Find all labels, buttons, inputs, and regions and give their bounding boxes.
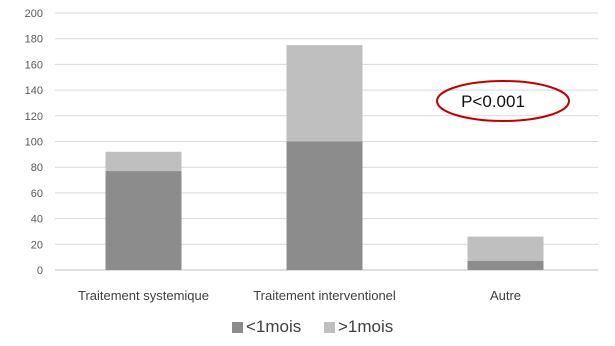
legend-label: >1mois <box>338 317 393 336</box>
x-category-label: Traitement systemique <box>78 288 209 303</box>
legend-swatch <box>324 322 335 333</box>
y-tick-label: 20 <box>31 239 43 251</box>
y-tick-label: 160 <box>25 59 43 71</box>
bar-segment-gt1mois <box>467 236 544 262</box>
annotation: P<0.001 <box>436 80 570 122</box>
y-tick-label: 60 <box>31 188 43 200</box>
annotation-ellipse <box>436 80 570 122</box>
y-axis-ticks: 0 20 40 60 80 100 120 140 160 180 200 <box>25 8 43 277</box>
x-axis-category-labels: Traitement systemique Traitement interven… <box>78 288 521 303</box>
y-tick-label: 40 <box>31 214 43 226</box>
legend: <1mois >1mois <box>232 317 393 336</box>
y-tick-label: 100 <box>25 137 43 149</box>
annotation-text: P<0.001 <box>461 92 525 111</box>
bar-segment-lt1mois <box>467 261 544 270</box>
y-tick-label: 0 <box>37 265 43 277</box>
y-tick-label: 120 <box>25 111 43 123</box>
legend-label: <1mois <box>246 317 301 336</box>
x-category-label: Traitement interventionel <box>253 288 396 303</box>
y-tick-label: 180 <box>25 34 43 46</box>
legend-swatch <box>232 322 243 333</box>
y-tick-label: 80 <box>31 162 43 174</box>
y-tick-label: 200 <box>25 8 43 20</box>
bars <box>105 45 544 270</box>
bar-segment-gt1mois <box>105 151 182 172</box>
x-category-label: Autre <box>490 288 521 303</box>
bar-segment-lt1mois <box>105 171 182 270</box>
bar-segment-lt1mois <box>286 141 363 270</box>
bar-segment-gt1mois <box>286 45 363 142</box>
y-tick-label: 140 <box>25 85 43 97</box>
